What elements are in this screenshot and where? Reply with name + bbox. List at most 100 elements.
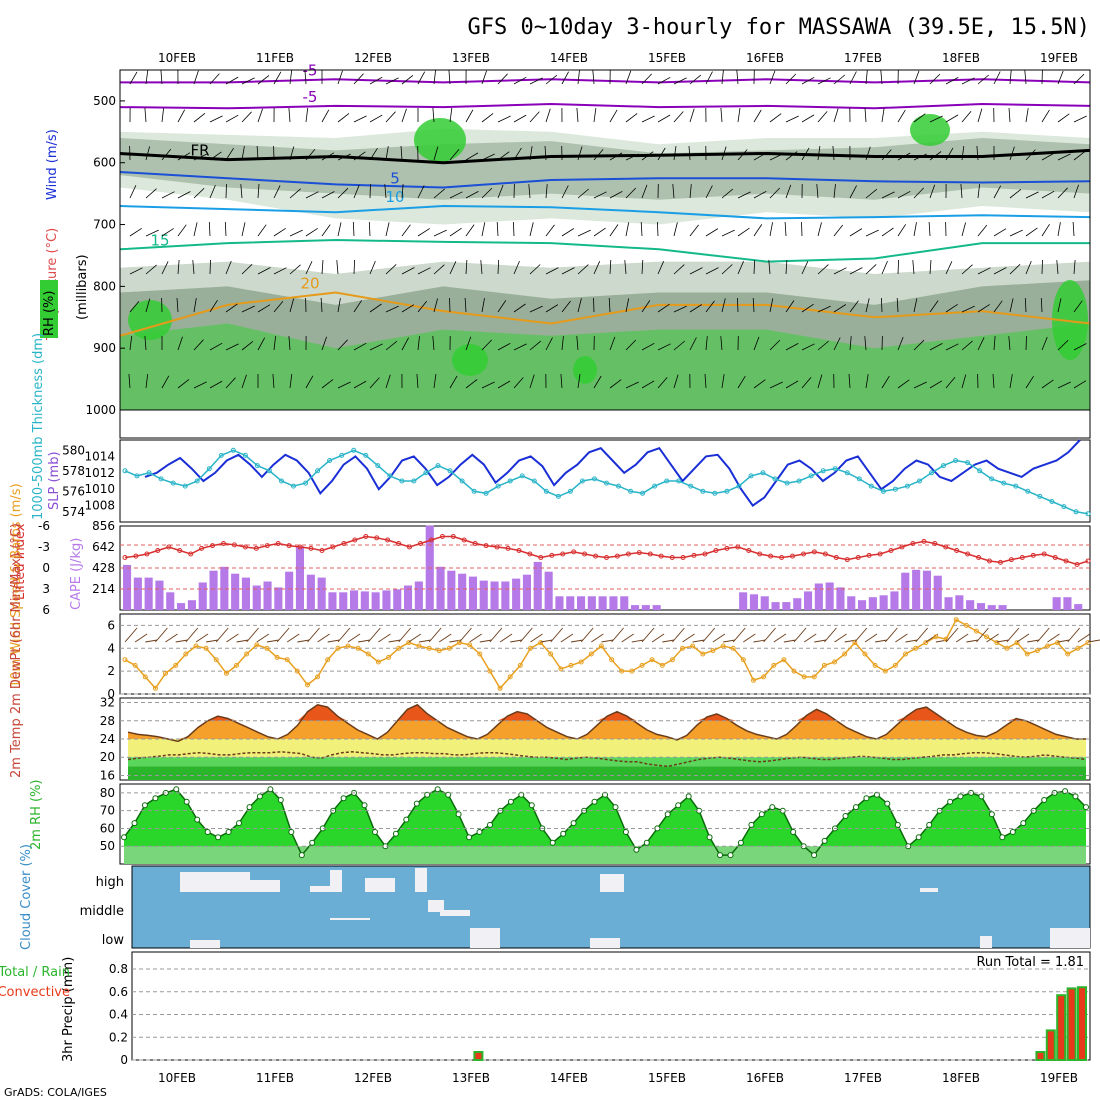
rh-tick-label: 60 (100, 821, 115, 835)
lifted-index-point (253, 545, 259, 551)
wind-barb (241, 77, 255, 85)
wind-barb (305, 191, 319, 199)
li-tick-label: -3 (38, 540, 50, 554)
wind-barb (1073, 115, 1087, 123)
temp-tick-label: 20 (100, 750, 115, 764)
wind-barb (241, 340, 254, 351)
wind-barb-10m (631, 639, 644, 643)
cape-bar (187, 600, 196, 610)
wind-barb (177, 152, 191, 161)
wind-barb (544, 145, 547, 161)
wind-speed-point (396, 645, 402, 651)
wind-barb (321, 379, 334, 389)
wind-barb (817, 340, 829, 351)
wind-barb (369, 377, 380, 389)
wind-barb (753, 379, 766, 389)
wind-barb (817, 374, 823, 389)
wind-barb-10m (185, 627, 199, 643)
wind-barb (449, 375, 458, 389)
wind-speed-point (436, 648, 442, 654)
wind-barb (337, 381, 351, 389)
wind-barb (977, 184, 980, 199)
pressure-tick-label: 800 (93, 279, 116, 293)
rh-point (445, 791, 452, 798)
wind-speed-point (669, 657, 675, 663)
wind-barb (273, 267, 287, 275)
wind-barb-10m (408, 633, 422, 643)
wind-barb (1025, 335, 1027, 351)
wind-barb (225, 147, 234, 161)
wind-barb (529, 264, 541, 275)
thickness-point (1073, 509, 1079, 515)
cloud-row-label: high (96, 875, 124, 890)
wind-barb (945, 147, 954, 161)
wind-barb (353, 73, 364, 85)
wind-barb (689, 337, 697, 351)
wind-barb (769, 222, 773, 237)
wind-speed-point (1024, 651, 1030, 657)
wind-barb (417, 267, 431, 275)
wind-barb-10m (510, 639, 523, 643)
rh-moist-patch (452, 344, 488, 376)
cape-tick-label: 856 (92, 519, 115, 533)
wind-barb (833, 184, 836, 199)
bottom-date-label: 11FEB (256, 1071, 294, 1085)
wind-barb-10m (266, 639, 279, 643)
wind-barb (641, 73, 652, 85)
wind-speed-point (781, 657, 787, 663)
wind-barb (577, 298, 582, 313)
wind-barb (465, 152, 479, 161)
cape-bar (328, 592, 337, 610)
wind-barb (161, 228, 174, 237)
wind-barb (801, 147, 810, 161)
rh-point (288, 829, 295, 835)
wind-barb-10m (145, 639, 158, 643)
wind-barb-10m (611, 627, 624, 643)
wind-barb (753, 152, 767, 161)
wind-barb-10m (418, 639, 432, 643)
wind-barb (288, 335, 291, 351)
bottom-date-label: 12FEB (354, 1071, 392, 1085)
wind-barb (928, 221, 931, 237)
wind-barb (177, 224, 187, 237)
wind-barb (273, 185, 281, 199)
thickness-point (1037, 493, 1043, 499)
thickness-point (555, 493, 561, 499)
wind-barb (192, 260, 195, 275)
wind-barb (576, 107, 579, 123)
wind-barb (129, 227, 142, 237)
thickness-point (700, 488, 706, 494)
wind-barb (561, 336, 564, 351)
wind-barb (529, 146, 533, 161)
wind-barb (705, 71, 713, 85)
wind-barb (257, 224, 267, 237)
wind-speed-point (325, 657, 331, 663)
rh-point (560, 830, 567, 837)
wind-barb (545, 184, 548, 199)
wind-barb-10m (358, 639, 371, 643)
wind-barb-10m (763, 627, 776, 643)
lifted-index-point (1063, 558, 1069, 564)
cloud-block (330, 918, 370, 920)
lifted-index-point (1008, 557, 1014, 563)
wind-barb (1073, 73, 1085, 85)
cape-bar (814, 583, 823, 610)
thickness-point (182, 483, 188, 489)
wind-barb (897, 224, 907, 237)
wind-barb (913, 339, 925, 351)
rh-point (549, 839, 556, 846)
panel-frame (131, 951, 1091, 1061)
wind-barb (609, 379, 622, 389)
cape-bar (306, 574, 315, 610)
wind-barb-10m (1057, 639, 1070, 643)
wind-speed-point (345, 643, 351, 649)
wind-barb (721, 146, 727, 161)
bottom-date-label: 14FEB (550, 1071, 588, 1085)
wind-barb (465, 336, 472, 351)
wind-barb (817, 146, 821, 161)
wind-speed-point (528, 645, 533, 651)
wind-barb-10m (945, 627, 959, 643)
wind-barb (1057, 187, 1068, 199)
lifted-index-point (308, 545, 314, 551)
temp-band-green (128, 757, 1086, 767)
